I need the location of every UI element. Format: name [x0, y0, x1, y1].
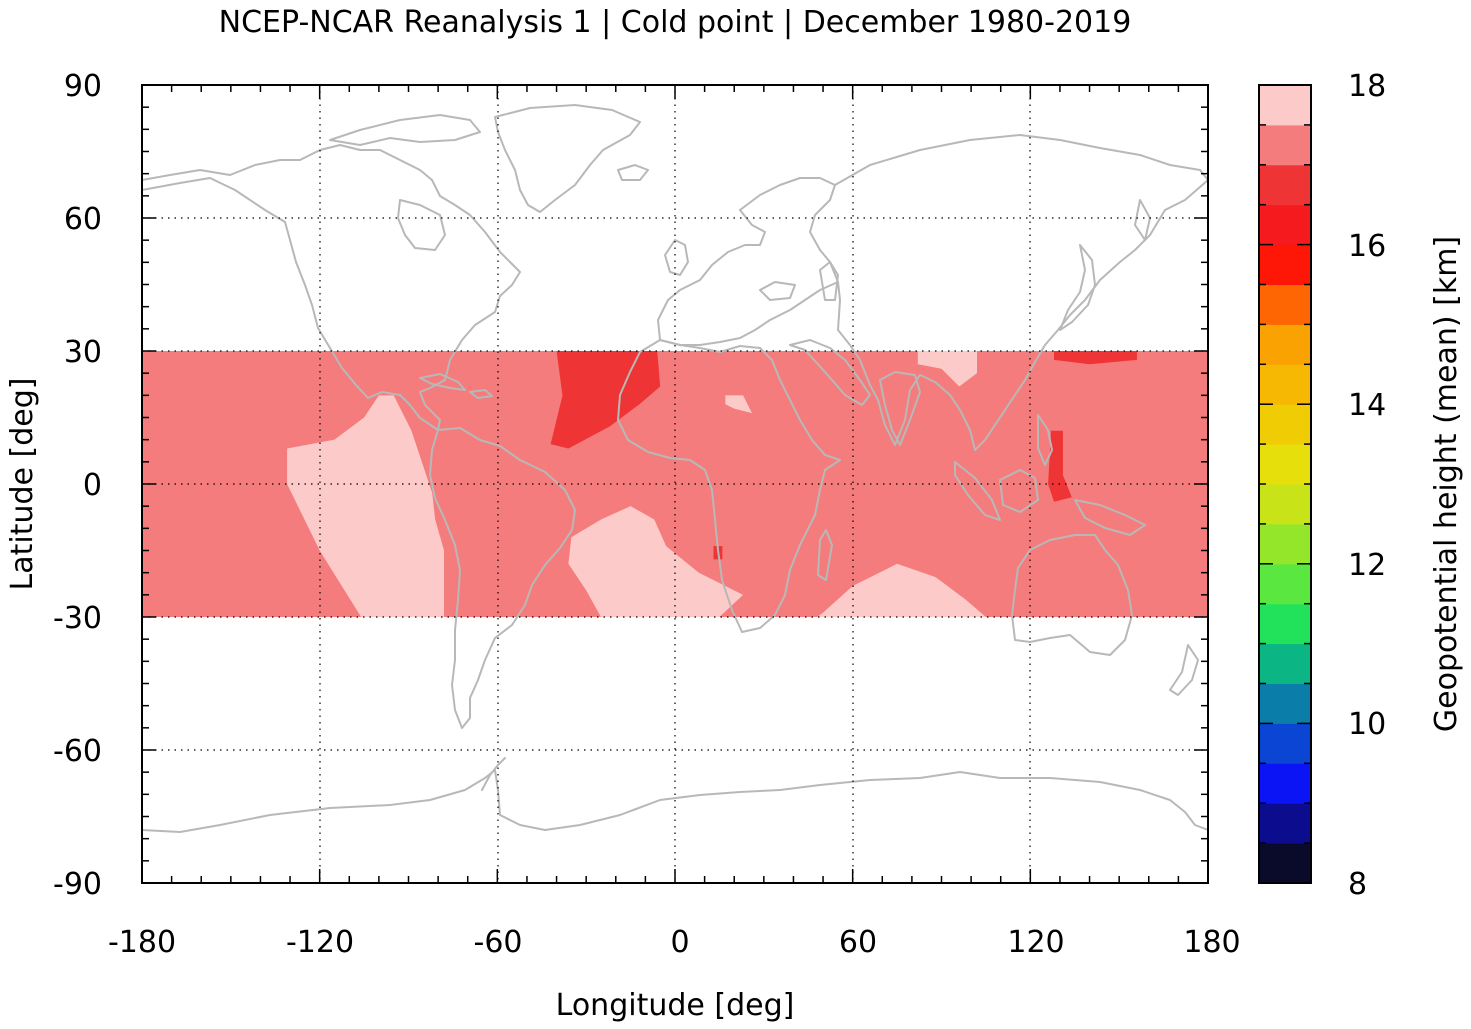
plot-frame	[141, 84, 1209, 884]
coastline-antarctic-peninsula	[481, 757, 506, 791]
coastline-british-isles	[664, 239, 689, 276]
colorbar-swatch	[1259, 404, 1311, 445]
x-tick-label: 180	[1183, 925, 1240, 960]
colorbar-swatch	[1259, 364, 1311, 405]
y-tick-label: 60	[64, 202, 102, 237]
x-tick-labels: -180 -120 -60 0 60 120 180	[108, 925, 1241, 960]
coastline-arabia	[789, 339, 871, 406]
coastline-hispaniola	[469, 389, 493, 399]
colorbar-swatch	[1259, 523, 1311, 565]
field-region-indian-ocean-high	[817, 563, 986, 617]
field-region-west-pacific-low	[1054, 351, 1137, 365]
y-tick-labels: 90 60 30 0 -30 -60 -90	[53, 69, 102, 902]
colorbar-swatch	[1259, 244, 1311, 285]
colorbar-swatch	[1259, 643, 1311, 684]
coastline-borneo	[999, 469, 1039, 513]
x-tick-label: -180	[108, 925, 176, 960]
coastline-greenland	[494, 104, 641, 213]
x-tick-label: -60	[474, 925, 523, 960]
colorbar-swatch	[1259, 484, 1311, 525]
x-tick-label: 120	[1007, 925, 1064, 960]
colorbar-swatch	[1259, 683, 1311, 724]
colorbar-swatch	[1259, 723, 1311, 764]
y-tick-label: 30	[64, 335, 102, 370]
colorbar-tick-label: 8	[1348, 867, 1367, 902]
colorbar-swatches	[1259, 85, 1311, 884]
colorbar: 18 16 14 12 10 8 Geopotential height (me…	[1258, 69, 1464, 902]
colorbar-swatch	[1259, 324, 1311, 365]
y-tick-label: -60	[53, 734, 102, 769]
coastline-cuba	[419, 373, 466, 391]
x-axis-label: Longitude [deg]	[556, 988, 795, 1023]
colorbar-tick-label: 12	[1348, 548, 1386, 583]
colorbar-label: Geopotential height (mean) [km]	[1429, 236, 1464, 732]
field-region-east-pacific-high	[287, 395, 445, 617]
coastline-black-sea	[759, 281, 796, 301]
coastline-philippines	[1037, 414, 1053, 466]
y-axis-label: Latitude [deg]	[5, 378, 40, 591]
y-tick-label: -30	[53, 601, 102, 636]
colorbar-swatch	[1259, 803, 1311, 844]
field-region-himalaya-high	[917, 351, 978, 387]
colorbar-tick-label: 14	[1348, 388, 1386, 423]
colorbar-swatch	[1259, 563, 1311, 605]
coastline-caspian	[819, 261, 839, 301]
y-tick-label: 0	[83, 468, 102, 503]
coastline-japan	[1059, 244, 1096, 331]
coastline-africa	[617, 339, 841, 633]
colorbar-tick-label: 18	[1348, 69, 1386, 104]
colorbar-swatch	[1259, 204, 1311, 246]
field-region-south-atlantic-high	[568, 506, 744, 617]
coastline-india	[879, 371, 921, 446]
x-tick-label: 60	[839, 925, 877, 960]
colorbar-swatch	[1259, 763, 1311, 804]
x-tick-label: -120	[286, 925, 354, 960]
coastline-australia	[1011, 534, 1133, 656]
coastline-north-america	[142, 144, 521, 431]
colorbar-swatch	[1259, 843, 1311, 884]
x-tick-label: 0	[670, 925, 689, 960]
coastline-new-zealand	[1169, 644, 1199, 696]
coastline-hudson-bay	[397, 199, 446, 251]
coastline-antarctica	[142, 769, 1208, 833]
colorbar-swatch	[1259, 85, 1311, 126]
grid-lines	[142, 85, 1208, 883]
field-region-west-africa-low	[550, 351, 661, 449]
colorbar-swatch	[1259, 164, 1311, 206]
coastline-new-guinea	[1074, 499, 1146, 536]
colorbar-swatch	[1259, 124, 1311, 166]
coastline-iceland	[617, 164, 649, 181]
coastline-kamchatka	[1134, 199, 1151, 241]
y-tick-label: 90	[64, 69, 102, 104]
coastline-south-america	[429, 427, 576, 729]
colorbar-swatch	[1259, 444, 1311, 485]
colorbar-tick-label: 10	[1348, 707, 1386, 742]
coastline-sumatra	[954, 461, 1001, 521]
field-region-sahara-spot-high	[725, 395, 752, 414]
coastline-arctic-islands	[329, 114, 481, 146]
y-tick-label: -90	[53, 867, 102, 902]
colorbar-swatch	[1259, 603, 1311, 645]
colorbar-tick-label: 16	[1348, 229, 1386, 264]
chart-title: NCEP-NCAR Reanalysis 1 | Cold point | De…	[219, 5, 1132, 40]
colorbar-swatch	[1259, 284, 1311, 325]
colorbar-ticks	[1259, 84, 1311, 884]
coastline-madagascar	[817, 529, 833, 581]
map-plot-area	[141, 84, 1209, 884]
